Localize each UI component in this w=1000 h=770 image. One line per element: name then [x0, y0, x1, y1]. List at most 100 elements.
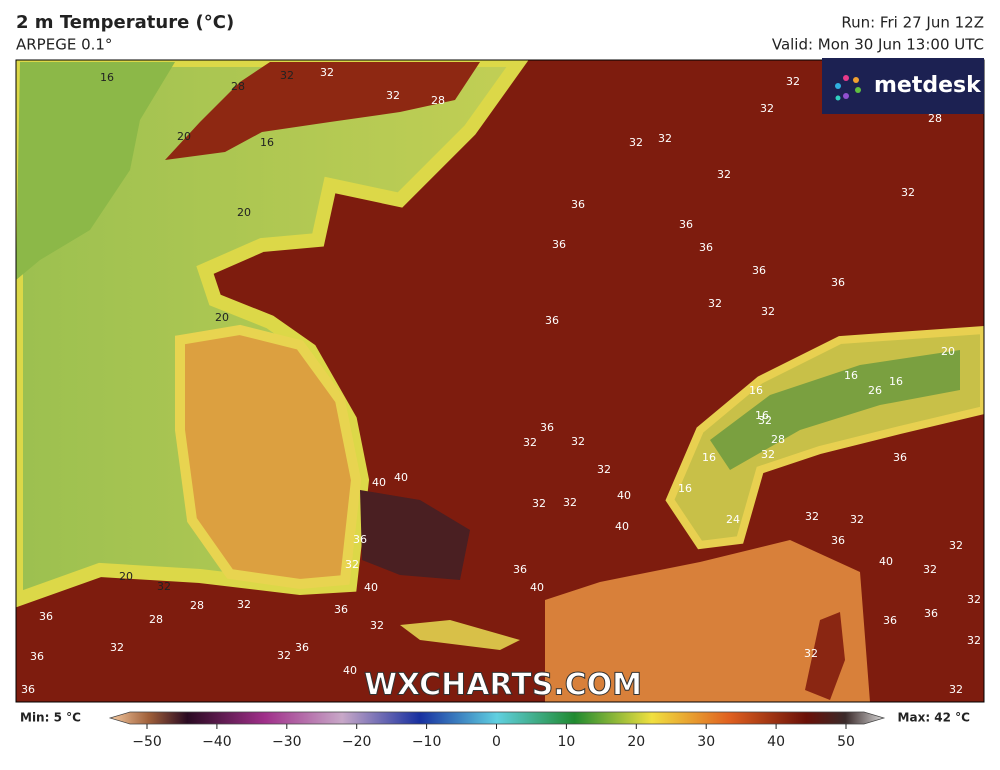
contour-label: 32: [901, 186, 915, 199]
contour-label: 36: [699, 241, 713, 254]
contour-label: 32: [658, 132, 672, 145]
contour-label: 32: [758, 414, 772, 427]
contour-label: 28: [190, 599, 204, 612]
map-frame: [15, 59, 985, 703]
contour-label: 32: [157, 580, 171, 593]
contour-label: 32: [708, 297, 722, 310]
contour-label: 32: [571, 435, 585, 448]
contour-label: 20: [177, 130, 191, 143]
contour-label: 32: [717, 168, 731, 181]
contour-label: 16: [749, 384, 763, 397]
contour-label: 36: [30, 650, 44, 663]
tick-label: −50: [132, 734, 162, 750]
contour-label: 32: [949, 683, 963, 696]
contour-label: 40: [530, 581, 544, 594]
contour-label: 40: [879, 555, 893, 568]
tick-label: 0: [492, 734, 501, 750]
contour-label: 36: [752, 264, 766, 277]
tick-label: −40: [202, 734, 232, 750]
tick-label: 20: [627, 734, 645, 750]
watermark: WXCHARTS.COM: [364, 668, 642, 703]
logo: metdesk: [822, 58, 984, 114]
pyrenees: [400, 620, 520, 650]
contour-label: 32: [597, 463, 611, 476]
tick-label: −10: [412, 734, 442, 750]
contour-label: 36: [353, 533, 367, 546]
contour-label: 32: [786, 75, 800, 88]
contour-label: 36: [552, 238, 566, 251]
contour-label: 32: [280, 69, 294, 82]
max-label: Max: 42 °C: [898, 711, 971, 725]
map: 16 32 32 28 32 28 20 16 32 32 32 32 32 32 28 20 36 36 36 36…: [16, 60, 984, 703]
contour-label: 40: [617, 489, 631, 502]
min-label: Min: 5 °C: [20, 711, 81, 725]
tick-label: 40: [767, 734, 785, 750]
contour-label: 32: [967, 634, 981, 647]
tick-label: −30: [272, 734, 302, 750]
contour-label: 32: [805, 510, 819, 523]
tick-label: 30: [697, 734, 715, 750]
contour-label: 36: [39, 610, 53, 623]
contour-label: 16: [889, 375, 903, 388]
alps-high: [710, 350, 960, 470]
contour-label: 16: [678, 482, 692, 495]
hot-spot: [360, 490, 470, 580]
contour-label: 26: [868, 384, 882, 397]
contour-label: 28: [771, 433, 785, 446]
tick-label: −20: [342, 734, 372, 750]
contour-label: 28: [149, 613, 163, 626]
contour-label: 32: [110, 641, 124, 654]
contour-label: 32: [532, 497, 546, 510]
contour-label: 36: [924, 607, 938, 620]
contour-label: 36: [831, 534, 845, 547]
contour-label: 36: [679, 218, 693, 231]
contour-label: 32: [804, 647, 818, 660]
contour-label: 40: [343, 664, 357, 677]
logo-box: [822, 58, 984, 114]
contour-label: 32: [949, 539, 963, 552]
england: [165, 62, 480, 160]
contour-label: 28: [431, 94, 445, 107]
colorbar-ticks: −50 −40 −30 −20 −10 0 10 20 30 40 50: [132, 724, 855, 750]
contour-label: 32: [563, 496, 577, 509]
contour-label: 32: [386, 89, 400, 102]
contour-label: 32: [850, 513, 864, 526]
mediterranean: [545, 540, 870, 702]
contour-label: 32: [629, 136, 643, 149]
colorbar: [108, 711, 886, 725]
contour-label: 36: [831, 276, 845, 289]
contour-label: 16: [702, 451, 716, 464]
tick-label: 50: [837, 734, 855, 750]
contour-label: 32: [523, 436, 537, 449]
contour-label: 32: [760, 102, 774, 115]
contour-label: 16: [755, 409, 769, 422]
contour-label: 20: [215, 311, 229, 324]
biscay: [175, 324, 362, 590]
tick-label: 10: [557, 734, 575, 750]
contour-label: 36: [893, 451, 907, 464]
contour-label: 28: [928, 112, 942, 125]
contour-label: 40: [615, 520, 629, 533]
contour-label: 36: [21, 683, 35, 696]
atlantic: [16, 60, 529, 608]
contour-label: 24: [726, 513, 740, 526]
contour-label: 16: [260, 136, 274, 149]
contour-label: 32: [345, 558, 359, 571]
contour-label: 40: [372, 476, 386, 489]
contour-labels: 16 32 32 28 32 28 20 16 32 32 32 32 32 32 28 20 36 36 36 36…: [21, 66, 981, 696]
contour-label: 36: [883, 614, 897, 627]
contour-label: 32: [923, 563, 937, 576]
contour-label: 20: [237, 206, 251, 219]
contour-label: 36: [513, 563, 527, 576]
contour-label: 36: [334, 603, 348, 616]
contour-label: 32: [277, 649, 291, 662]
contour-label: 16: [844, 369, 858, 382]
contour-label: 32: [370, 619, 384, 632]
logo-text: metdesk: [874, 73, 982, 98]
contour-label: 28: [231, 80, 245, 93]
contour-label: 32: [320, 66, 334, 79]
contour-label: 36: [545, 314, 559, 327]
contour-label: 40: [394, 471, 408, 484]
contour-label: 40: [364, 581, 378, 594]
valid-time: Valid: Mon 30 Jun 13:00 UTC: [772, 36, 984, 54]
